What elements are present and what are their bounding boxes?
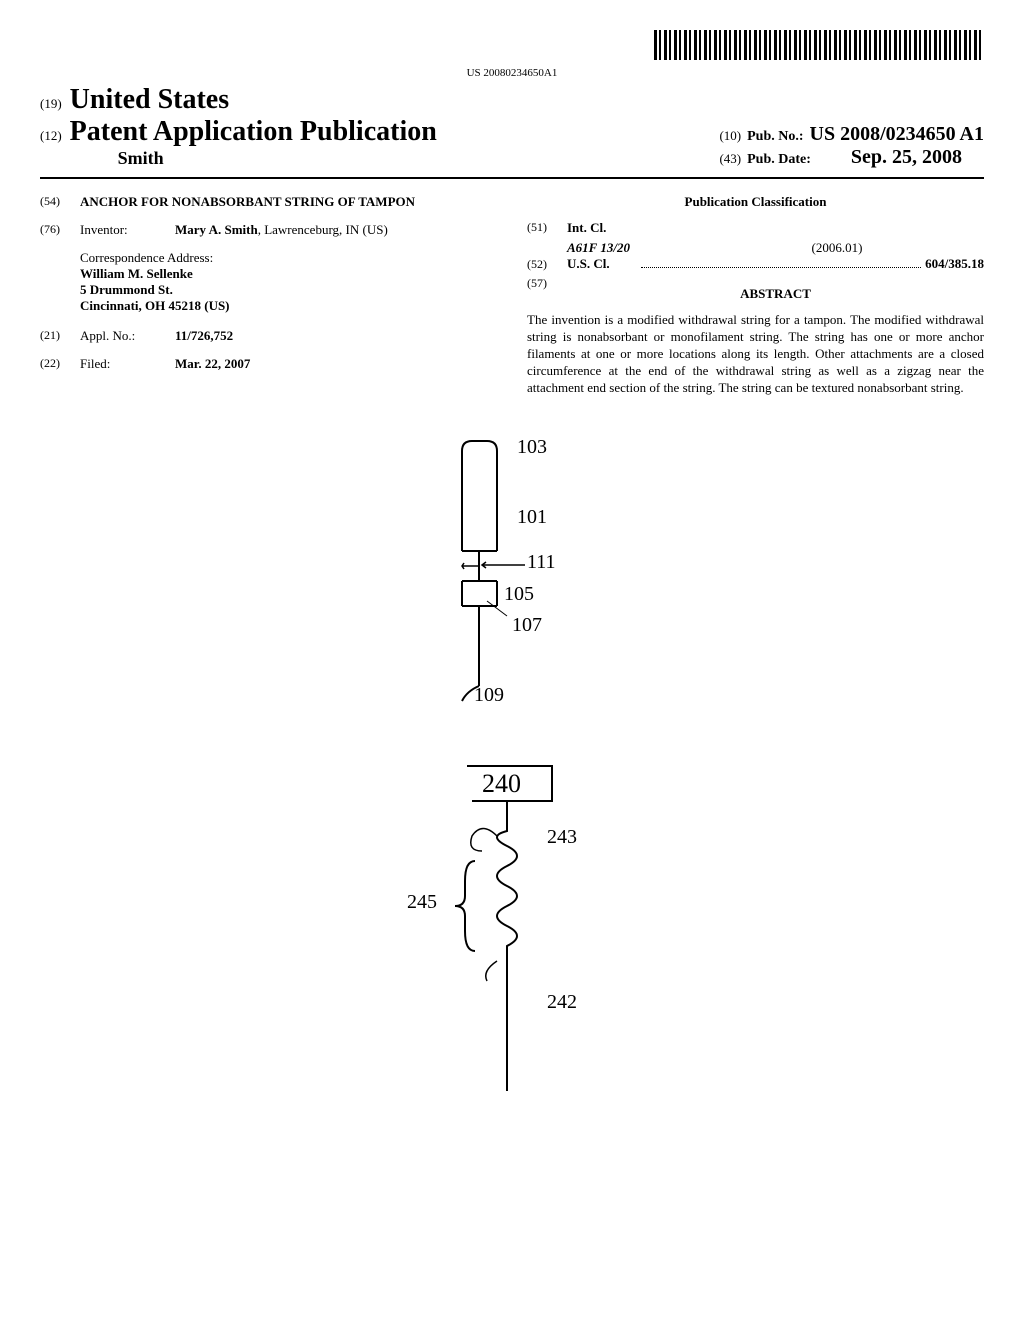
inventor-row: (76) Inventor: Mary A. Smith, Lawrencebu… [40,222,497,238]
uscl-value: 604/385.18 [925,256,984,272]
abstract-code: (57) [527,276,567,312]
uscl-dots [641,267,921,268]
uscl-label: U.S. Cl. [567,256,637,272]
code-43: (43) [719,151,741,167]
pub-number-row: (10) Pub. No.: US 2008/0234650 A1 [719,123,984,146]
figure-1: 103 101 111 105 107 109 [412,436,612,716]
ref-240: 240 [482,769,521,799]
ref-105: 105 [504,583,534,606]
inventor-surname: Smith [118,148,437,169]
title-code: (54) [40,194,80,210]
uscl-code: (52) [527,257,567,272]
intcl-row: (51) Int. Cl. [527,220,984,236]
appl-label: Appl. No.: [80,328,175,344]
pub-num-value: US 2008/0234650 A1 [810,123,984,146]
abstract-title: ABSTRACT [567,286,984,302]
barcode-graphic [654,30,984,60]
appl-row: (21) Appl. No.: 11/726,752 [40,328,497,344]
inventor-location: , Lawrenceburg, IN (US) [258,222,388,237]
ref-109: 109 [474,684,504,707]
pub-classification-title: Publication Classification [527,194,984,210]
ref-245: 245 [407,891,437,914]
pub-date-row: (43) Pub. Date: Sep. 25, 2008 [719,146,984,169]
barcode-section: US 20080234650A1 [40,30,984,79]
abstract-header-row: (57) ABSTRACT [527,276,984,312]
country-name: United States [70,84,229,116]
correspondence-line1: William M. Sellenke [80,266,497,282]
biblio-left-column: (54) ANCHOR FOR NONABSORBANT STRING OF T… [40,194,497,396]
inventor-label: Inventor: [80,222,175,238]
invention-title: ANCHOR FOR NONABSORBANT STRING OF TAMPON [80,194,497,210]
figures-section: 103 101 111 105 107 109 240 243 245 242 [40,436,984,1116]
pub-date-value: Sep. 25, 2008 [851,146,962,169]
intcl-symbol: A61F 13/20 [567,240,630,256]
correspondence-label: Correspondence Address: [80,250,497,266]
figure-2: 240 243 245 242 [372,761,652,1111]
code-10: (10) [719,128,741,144]
header-row-pub: (12) Patent Application Publication Smit… [40,116,984,169]
biblio-right-column: Publication Classification (51) Int. Cl.… [527,194,984,396]
ref-242: 242 [547,991,577,1014]
arrow-111 [480,561,540,581]
appl-code: (21) [40,328,80,344]
intcl-label: Int. Cl. [567,220,627,236]
document-type: Patent Application Publication [70,116,437,148]
correspondence-address: Correspondence Address: William M. Selle… [80,250,497,314]
filed-code: (22) [40,356,80,372]
pub-num-label: Pub. No.: [747,129,803,145]
bibliographic-section: (54) ANCHOR FOR NONABSORBANT STRING OF T… [40,194,984,396]
ref-107: 107 [512,614,542,637]
uscl-row: (52) U.S. Cl. 604/385.18 [527,256,984,272]
brace-245 [450,861,500,961]
filed-row: (22) Filed: Mar. 22, 2007 [40,356,497,372]
document-header: (19) United States (12) Patent Applicati… [40,84,984,179]
intcl-date: (2006.01) [812,240,863,256]
filed-label: Filed: [80,356,175,372]
header-left: (12) Patent Application Publication Smit… [40,116,437,169]
figure-2-svg [372,761,652,1111]
barcode-text: US 20080234650A1 [40,67,984,79]
code-12: (12) [40,128,62,144]
appl-value: 11/726,752 [175,328,497,344]
intcl-code: (51) [527,220,567,236]
inventor-code: (76) [40,222,80,238]
correspondence-line3: Cincinnati, OH 45218 (US) [80,298,497,314]
ref-243: 243 [547,826,577,849]
intcl-detail: A61F 13/20 (2006.01) [567,240,984,256]
filed-value: Mar. 22, 2007 [175,356,497,372]
correspondence-line2: 5 Drummond St. [80,282,497,298]
title-row: (54) ANCHOR FOR NONABSORBANT STRING OF T… [40,194,497,210]
inventor-value: Mary A. Smith, Lawrenceburg, IN (US) [175,222,497,238]
ref-103: 103 [517,436,547,459]
ref-101: 101 [517,506,547,529]
header-row-country: (19) United States [40,84,984,116]
inventor-name: Mary A. Smith [175,222,258,237]
abstract-text: The invention is a modified withdrawal s… [527,312,984,396]
code-19: (19) [40,96,62,112]
pub-date-label: Pub. Date: [747,152,811,168]
header-right: (10) Pub. No.: US 2008/0234650 A1 (43) P… [719,123,984,169]
